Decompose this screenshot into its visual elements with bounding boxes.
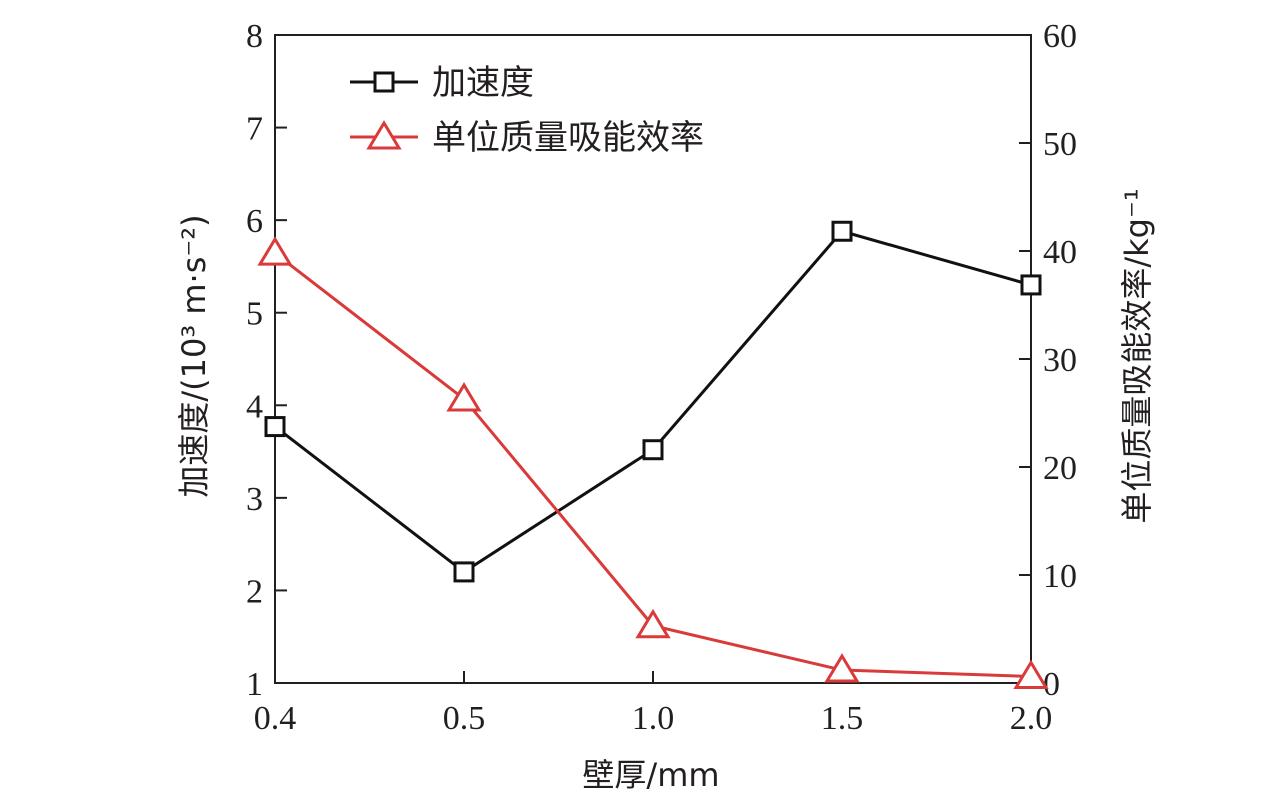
left-y-axis-title: 加速度/(10³ m·s⁻²) — [175, 214, 213, 497]
x-tick-label: 2.0 — [1010, 700, 1053, 737]
right-tick-label: 10 — [1043, 558, 1077, 595]
series-line — [274, 229, 1032, 574]
legend-item: 单位质量吸能效率 — [350, 118, 704, 158]
data-point-triangle — [635, 608, 671, 639]
right-tick-label: 40 — [1043, 234, 1077, 271]
right-tick-label: 60 — [1043, 18, 1077, 55]
left-tick-label: 4 — [246, 388, 263, 425]
right-y-axis-title: 单位质量吸能效率/kg⁻¹ — [1118, 188, 1156, 523]
x-tick-label: 0.5 — [443, 700, 486, 737]
left-y-ticks: 1 2 3 4 5 6 7 8 — [246, 18, 287, 703]
x-axis-title: 壁厚/mm — [582, 756, 719, 794]
left-tick-label: 2 — [246, 573, 263, 610]
x-tick-label: 1.0 — [632, 700, 675, 737]
left-tick-label: 6 — [246, 203, 263, 240]
left-tick-label: 8 — [246, 18, 263, 55]
data-point-square — [642, 439, 664, 461]
right-tick-label: 30 — [1043, 342, 1077, 379]
right-tick-label: 0 — [1043, 666, 1060, 703]
legend-label: 加速度 — [432, 63, 534, 103]
data-point-square — [1020, 274, 1042, 296]
legend-item: 加速度 — [350, 63, 534, 103]
left-tick-label: 7 — [246, 111, 263, 148]
legend-label: 单位质量吸能效率 — [432, 118, 704, 158]
x-tick-label: 0.4 — [254, 700, 297, 737]
left-tick-label: 5 — [246, 296, 263, 333]
right-tick-label: 20 — [1043, 450, 1077, 487]
left-tick-label: 3 — [246, 481, 263, 518]
data-point-triangle — [824, 653, 860, 683]
data-point-triangle — [1013, 659, 1049, 690]
data-point-square — [831, 220, 853, 242]
data-point-square — [264, 416, 286, 438]
legend-marker-triangle — [366, 120, 402, 150]
x-ticks: 0.4 0.5 1.0 1.5 2.0 — [254, 671, 1053, 737]
series-layer — [257, 220, 1049, 690]
data-point-triangle — [257, 236, 293, 266]
data-point-square — [453, 561, 475, 583]
series-acceleration — [264, 220, 1042, 583]
x-tick-label: 1.5 — [821, 700, 864, 737]
series-energy-efficiency — [257, 236, 1049, 690]
legend-marker-square — [373, 71, 395, 93]
right-y-ticks: 0 10 20 30 40 50 60 — [1019, 18, 1077, 703]
data-point-triangle — [446, 382, 482, 412]
right-tick-label: 50 — [1043, 126, 1077, 163]
left-tick-label: 1 — [246, 666, 263, 703]
